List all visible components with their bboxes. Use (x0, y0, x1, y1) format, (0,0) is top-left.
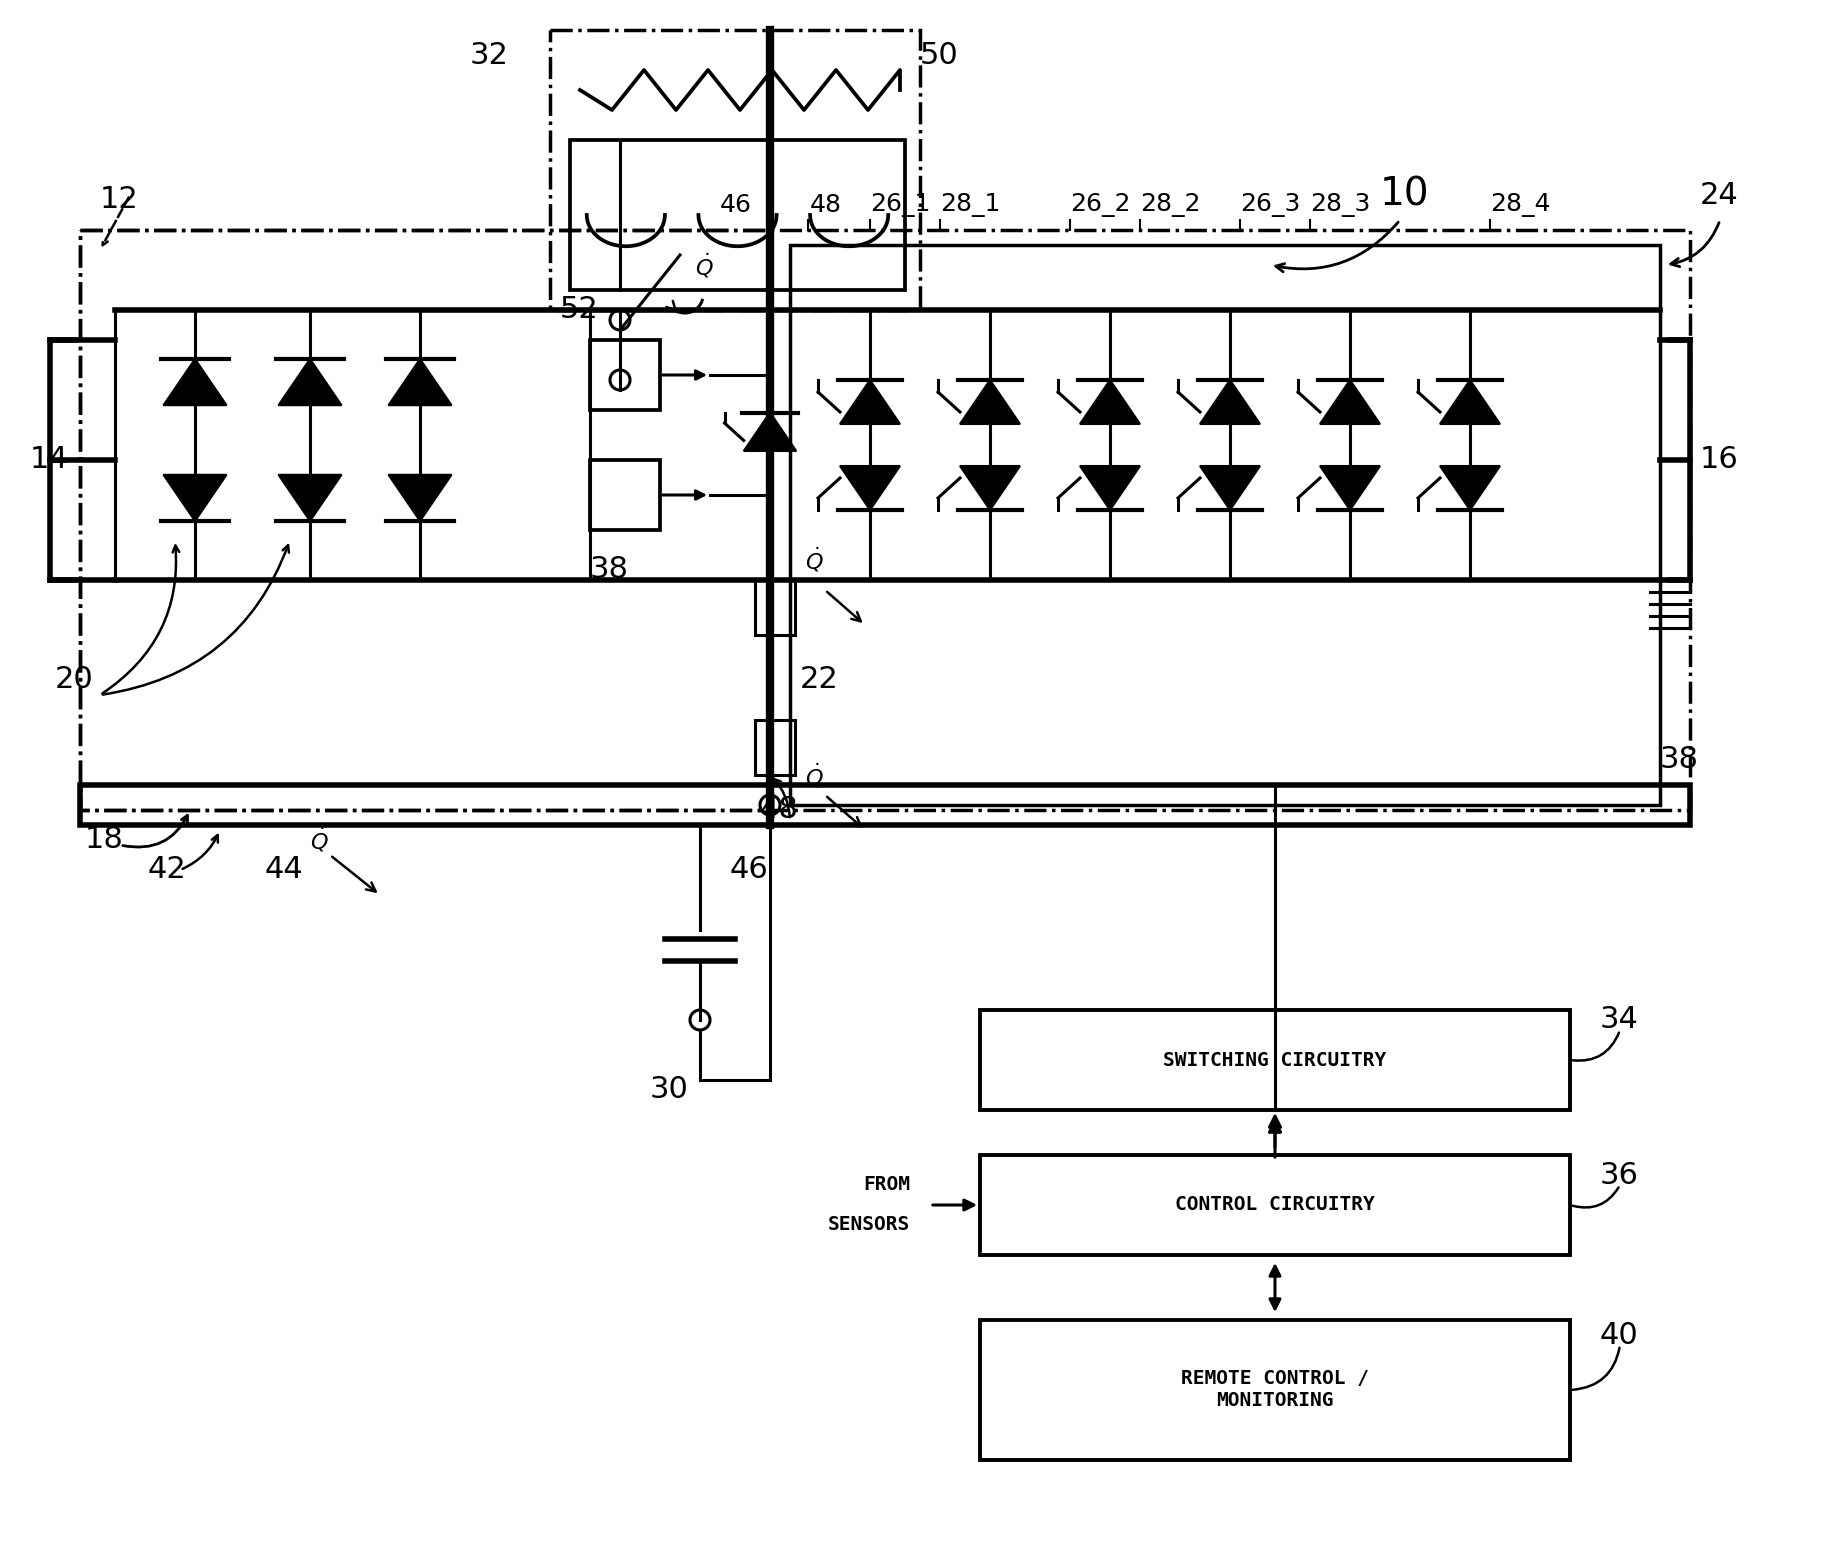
Polygon shape (1319, 379, 1380, 424)
Text: 50: 50 (919, 40, 958, 70)
Text: 38: 38 (1661, 746, 1699, 774)
Polygon shape (1200, 379, 1261, 424)
Text: $\dot{Q}$: $\dot{Q}$ (806, 545, 824, 574)
Bar (81, 231, 771, 810)
Bar (81, 231, 1690, 810)
FancyArrowPatch shape (1573, 1187, 1618, 1207)
Text: 18: 18 (84, 825, 125, 854)
FancyArrowPatch shape (182, 834, 218, 868)
Text: 12: 12 (99, 186, 139, 215)
FancyArrowPatch shape (123, 816, 187, 847)
Text: 28_2: 28_2 (1140, 194, 1200, 217)
Text: 36: 36 (1600, 1161, 1639, 1189)
Text: 34: 34 (1600, 1006, 1639, 1034)
Bar (754, 580, 795, 635)
Text: 28_1: 28_1 (940, 194, 1000, 217)
FancyArrowPatch shape (1573, 1033, 1618, 1060)
FancyArrowPatch shape (1275, 221, 1398, 272)
Polygon shape (743, 412, 796, 450)
Bar (550, 29, 919, 310)
Text: CONTROL CIRCUITRY: CONTROL CIRCUITRY (1174, 1195, 1374, 1215)
FancyArrowPatch shape (103, 545, 288, 695)
Text: 44: 44 (264, 856, 305, 884)
Polygon shape (279, 475, 341, 522)
Bar (980, 1320, 1571, 1460)
Text: 20: 20 (55, 666, 94, 695)
Text: $\dot{Q}$: $\dot{Q}$ (695, 251, 714, 280)
Bar (754, 720, 795, 776)
FancyArrowPatch shape (1573, 1348, 1620, 1390)
Text: 10: 10 (1380, 176, 1429, 214)
Polygon shape (389, 475, 451, 522)
Text: 40: 40 (1600, 1320, 1639, 1350)
Text: 28_3: 28_3 (1310, 194, 1371, 217)
Text: SWITCHING CIRCUITRY: SWITCHING CIRCUITRY (1163, 1051, 1387, 1070)
Text: 26_1: 26_1 (870, 194, 930, 217)
Text: SENSORS: SENSORS (828, 1215, 910, 1234)
Polygon shape (840, 379, 899, 424)
Polygon shape (960, 466, 1020, 509)
Bar (81, 785, 1690, 825)
Text: 32: 32 (470, 40, 508, 70)
Bar (591, 460, 661, 529)
Text: 14: 14 (29, 446, 68, 475)
Polygon shape (960, 379, 1020, 424)
FancyArrowPatch shape (1672, 223, 1719, 266)
Text: 48: 48 (760, 796, 798, 825)
Text: 28_4: 28_4 (1490, 194, 1551, 217)
Text: 46: 46 (719, 194, 752, 217)
Text: $\dot{Q}$: $\dot{Q}$ (806, 760, 824, 789)
Text: 52: 52 (560, 296, 598, 325)
Bar (980, 1155, 1571, 1255)
Polygon shape (1081, 466, 1140, 509)
Text: 46: 46 (730, 856, 769, 884)
Text: 30: 30 (650, 1076, 688, 1105)
Text: 16: 16 (1699, 446, 1740, 475)
Polygon shape (279, 359, 341, 406)
Text: FROM: FROM (862, 1175, 910, 1195)
Text: 24: 24 (1699, 181, 1740, 209)
Polygon shape (1440, 466, 1499, 509)
Polygon shape (389, 359, 451, 406)
Text: 26_3: 26_3 (1240, 194, 1301, 217)
Polygon shape (1440, 379, 1499, 424)
Text: 48: 48 (809, 194, 842, 217)
Polygon shape (1319, 466, 1380, 509)
Text: REMOTE CONTROL /
MONITORING: REMOTE CONTROL / MONITORING (1182, 1370, 1369, 1410)
Polygon shape (163, 359, 226, 406)
Polygon shape (163, 475, 226, 522)
Text: 22: 22 (800, 666, 839, 695)
Bar (980, 1009, 1571, 1110)
FancyArrowPatch shape (103, 545, 180, 694)
Polygon shape (840, 466, 899, 509)
Text: 42: 42 (149, 856, 187, 884)
Bar (591, 341, 661, 410)
Bar (791, 245, 1661, 805)
Bar (571, 139, 905, 289)
Text: 38: 38 (591, 556, 629, 585)
Polygon shape (1081, 379, 1140, 424)
Text: 26_2: 26_2 (1070, 194, 1130, 217)
Text: $\dot{Q}$: $\dot{Q}$ (310, 825, 328, 854)
Polygon shape (1200, 466, 1261, 509)
FancyArrowPatch shape (774, 779, 789, 817)
